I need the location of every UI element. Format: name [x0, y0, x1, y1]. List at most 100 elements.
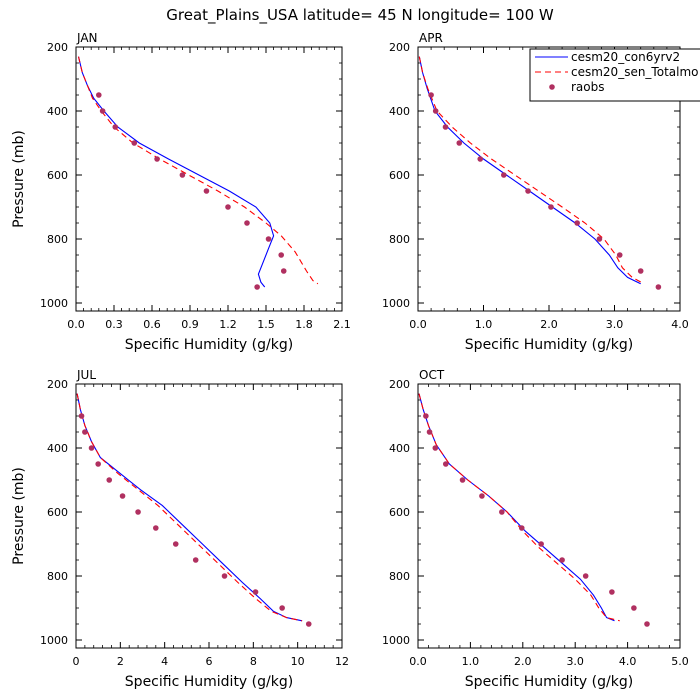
raobs-point	[501, 172, 507, 178]
raobs-point	[442, 461, 449, 467]
raobs-point	[131, 140, 138, 146]
y-tick-label: 200	[47, 41, 68, 54]
chart-title: Great_Plains_USA latitude= 45 N longitud…	[166, 6, 554, 25]
y-tick-label: 600	[47, 506, 68, 519]
raobs-point	[655, 284, 662, 290]
raobs-point	[96, 92, 102, 98]
series-line-0	[77, 56, 275, 288]
x-tick-label: 0.0	[409, 318, 427, 331]
legend-box	[529, 48, 700, 102]
y-tick-label: 1000	[382, 634, 410, 647]
y-axis-label: Pressure (mb)	[11, 130, 27, 228]
raobs-point	[88, 445, 95, 451]
x-axis-label: Specific Humidity (g/kg)	[125, 337, 293, 353]
raobs-point	[637, 268, 644, 274]
panel-jul: JUL 0 2 4 6 8 10 12 200 400 600 800 1000 Specific Hum…	[11, 368, 349, 690]
plot-data	[418, 56, 662, 290]
raobs-point	[525, 188, 531, 194]
raobs-point	[82, 429, 88, 435]
raobs-point	[609, 589, 615, 595]
series-line-1	[76, 393, 303, 622]
y-tick-label: 200	[47, 378, 68, 391]
x-tick-label: 0	[73, 655, 80, 668]
raobs-point	[95, 461, 101, 467]
y-tick-label: 400	[389, 105, 410, 118]
panel-jan: JAN 0.0 0.3 0.6 0.9 1.2 1.5 1.8 2.1 200 400 600 800 1…	[11, 31, 351, 353]
x-axis-label: Specific Humidity (g/kg)	[465, 674, 633, 690]
raobs-point	[112, 124, 119, 130]
raobs-point	[574, 220, 580, 226]
raobs-point	[432, 108, 439, 114]
plot-frame	[417, 383, 681, 649]
x-tick-label: 3.0	[606, 318, 624, 331]
series-line-1	[418, 393, 620, 622]
y-tick-label: 1000	[40, 297, 68, 310]
y-tick-label: 1000	[382, 297, 410, 310]
x-tick-label: 10	[291, 655, 305, 668]
plot-frame	[75, 46, 343, 312]
x-tick-label: 2.0	[540, 318, 558, 331]
y-tick-label: 800	[47, 233, 68, 246]
raobs-point	[254, 284, 260, 290]
raobs-point	[279, 605, 285, 611]
x-tick-label: 1.0	[462, 655, 480, 668]
x-tick-label: 2.0	[514, 655, 532, 668]
raobs-point	[119, 493, 126, 499]
raobs-point	[616, 252, 623, 258]
plot-frame	[75, 383, 343, 649]
x-axis-label: Specific Humidity (g/kg)	[125, 674, 293, 690]
raobs-point	[559, 557, 565, 563]
raobs-point	[548, 204, 554, 210]
x-tick-label: 3.0	[566, 655, 584, 668]
raobs-point	[225, 204, 231, 210]
raobs-point	[192, 557, 199, 563]
x-tick-label: 0.3	[105, 318, 123, 331]
series-line-1	[77, 56, 319, 285]
x-tick-label: 2.1	[333, 318, 351, 331]
raobs-point	[172, 541, 179, 547]
plot-data	[77, 56, 319, 290]
x-tick-label: 4	[161, 655, 168, 668]
x-tick-label: 4.0	[671, 318, 689, 331]
raobs-point	[106, 477, 113, 483]
raobs-point	[631, 605, 637, 611]
panel-label: JAN	[76, 31, 98, 45]
raobs-point	[265, 236, 272, 242]
x-axis-label: Specific Humidity (g/kg)	[465, 337, 633, 353]
x-tick-label: 4.0	[619, 655, 637, 668]
y-tick-label: 400	[47, 105, 68, 118]
raobs-point	[153, 525, 159, 531]
y-tick-label: 200	[389, 41, 410, 54]
raobs-point	[477, 156, 484, 162]
legend-swatch-2	[549, 84, 555, 90]
x-tick-label: 8	[250, 655, 257, 668]
raobs-point	[135, 509, 141, 515]
raobs-point	[428, 92, 434, 98]
raobs-point	[442, 124, 449, 130]
panel-label: OCT	[419, 368, 445, 382]
y-tick-label: 600	[389, 169, 410, 182]
x-tick-label: 0.0	[409, 655, 427, 668]
raobs-point	[221, 573, 228, 579]
legend-label-2: raobs	[571, 80, 605, 94]
x-tick-label: 1.2	[219, 318, 237, 331]
raobs-point	[432, 445, 439, 451]
x-tick-label: 0.6	[143, 318, 161, 331]
raobs-point	[596, 236, 603, 242]
raobs-point	[99, 108, 106, 114]
x-tick-label: 1.8	[295, 318, 313, 331]
raobs-point	[278, 252, 285, 258]
raobs-point	[426, 429, 433, 435]
x-tick-label: 5.0	[671, 655, 689, 668]
raobs-point	[78, 413, 85, 419]
raobs-point	[459, 477, 466, 483]
raobs-point	[456, 140, 463, 146]
y-axis-label: Pressure (mb)	[11, 467, 27, 565]
legend-label-1: cesm20_sen_Totalmo	[571, 65, 699, 79]
x-tick-label: 6	[206, 655, 213, 668]
raobs-point	[179, 172, 186, 178]
raobs-point	[252, 589, 259, 595]
raobs-point	[582, 573, 589, 579]
y-tick-label: 800	[389, 233, 410, 246]
